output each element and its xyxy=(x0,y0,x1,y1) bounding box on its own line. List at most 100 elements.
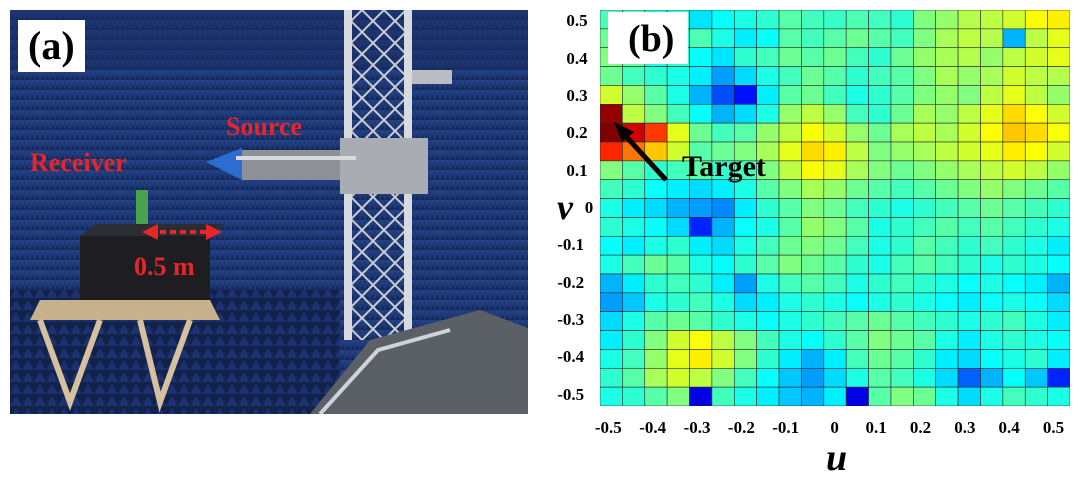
heatmap-cell xyxy=(600,292,623,313)
x-tick-label: 0.1 xyxy=(865,418,887,437)
heatmap-cell xyxy=(756,273,780,294)
heatmap-cell xyxy=(1024,292,1048,313)
heatmap-cell xyxy=(935,28,959,49)
heatmap-cell xyxy=(913,85,937,105)
heatmap-cell xyxy=(756,198,780,218)
heatmap-cell xyxy=(600,349,623,369)
heatmap-cell xyxy=(733,198,757,218)
heatmap-cell xyxy=(980,66,1004,86)
heatmap-cell xyxy=(644,367,668,388)
heatmap-cell xyxy=(689,330,713,350)
heatmap-cell xyxy=(666,122,690,143)
heatmap-cell xyxy=(823,10,847,30)
heatmap-cell xyxy=(913,103,937,124)
heatmap-cell xyxy=(957,367,981,388)
receiver-antenna xyxy=(136,190,148,224)
heatmap-cell xyxy=(644,85,668,105)
heatmap-cell xyxy=(890,28,914,49)
heatmap-cell xyxy=(801,28,825,49)
heatmap-cell xyxy=(644,66,668,86)
heatmap-cell xyxy=(756,311,780,331)
heatmap-cell xyxy=(935,386,959,406)
heatmap-cell xyxy=(845,179,869,199)
heatmap-cell xyxy=(1002,349,1026,369)
heatmap-cell xyxy=(600,217,623,237)
heatmap-cell xyxy=(711,85,735,105)
heatmap-cell xyxy=(778,386,802,406)
heatmap-cell xyxy=(622,311,646,331)
heatmap-cell xyxy=(957,66,981,86)
heatmap-cell xyxy=(980,217,1004,237)
heatmap-cell xyxy=(1047,349,1070,369)
heatmap-cell xyxy=(890,198,914,218)
heatmap-cell xyxy=(980,330,1004,350)
x-tick-label: 0.5 xyxy=(1042,418,1065,437)
heatmap-cell xyxy=(1024,198,1048,218)
heatmap-cell xyxy=(1002,179,1026,199)
heatmap-cell xyxy=(823,198,847,218)
heatmap-cell xyxy=(845,160,869,181)
heatmap-cell xyxy=(778,367,802,388)
heatmap-cell xyxy=(801,235,825,256)
heatmap-cell xyxy=(845,254,869,275)
heatmap-cell xyxy=(823,103,847,124)
heatmap-cell xyxy=(711,66,735,86)
heatmap-cell xyxy=(1024,179,1048,199)
heatmap-cell xyxy=(1047,386,1070,406)
heatmap-cell xyxy=(980,386,1004,406)
heatmap-cell xyxy=(890,330,914,350)
heatmap-cell xyxy=(845,85,869,105)
heatmap-cell xyxy=(1047,103,1070,124)
heatmap-cell xyxy=(756,367,780,388)
heatmap-cell xyxy=(913,160,937,181)
heatmap-cell xyxy=(935,217,959,237)
heatmap-cell xyxy=(845,292,869,313)
heatmap-cell xyxy=(980,160,1004,181)
heatmap-cell xyxy=(756,349,780,369)
heatmap-cell xyxy=(778,85,802,105)
heatmap-cell xyxy=(890,141,914,162)
heatmap-cell xyxy=(823,141,847,162)
heatmap-cell xyxy=(868,179,892,199)
y-tick-label: -0.4 xyxy=(557,347,585,367)
heatmap-cell xyxy=(980,311,1004,331)
heatmap-cell xyxy=(801,122,825,143)
heatmap-cell xyxy=(823,367,847,388)
heatmap-cell xyxy=(733,235,757,256)
heatmap-cell xyxy=(600,141,623,162)
heatmap-cell xyxy=(801,349,825,369)
heatmap-cell xyxy=(845,10,869,30)
heatmap-cell xyxy=(689,85,713,105)
heatmap-cell xyxy=(913,47,937,67)
heatmap-cell xyxy=(980,273,1004,294)
heatmap-cell xyxy=(622,66,646,86)
heatmap-cell xyxy=(868,85,892,105)
heatmap-cell xyxy=(980,367,1004,388)
heatmap-cell xyxy=(823,254,847,275)
heatmap-cell xyxy=(600,311,623,331)
heatmap-cell xyxy=(823,122,847,143)
heatmap-cell xyxy=(733,386,757,406)
heatmap-cell xyxy=(689,292,713,313)
heatmap-cell xyxy=(913,179,937,199)
heatmap-cell xyxy=(600,160,623,181)
heatmap-cell xyxy=(1047,47,1070,67)
heatmap-cell xyxy=(689,273,713,294)
heatmap-cell xyxy=(913,28,937,49)
heatmap-cell xyxy=(868,141,892,162)
heatmap-cell xyxy=(756,66,780,86)
heatmap-cell xyxy=(801,10,825,30)
heatmap-cell xyxy=(733,254,757,275)
heatmap-cell xyxy=(778,198,802,218)
heatmap-cell xyxy=(756,47,780,67)
heatmap-cell xyxy=(689,367,713,388)
y-tick-label: 0.3 xyxy=(566,85,588,105)
heatmap-cell xyxy=(689,122,713,143)
heatmap-cell xyxy=(935,235,959,256)
heatmap-cell xyxy=(890,66,914,86)
heatmap-cell xyxy=(845,66,869,86)
heatmap-cell xyxy=(823,47,847,67)
heatmap-cell xyxy=(957,85,981,105)
x-tick-label: -0.1 xyxy=(772,418,800,437)
heatmap-cell xyxy=(1047,66,1070,86)
